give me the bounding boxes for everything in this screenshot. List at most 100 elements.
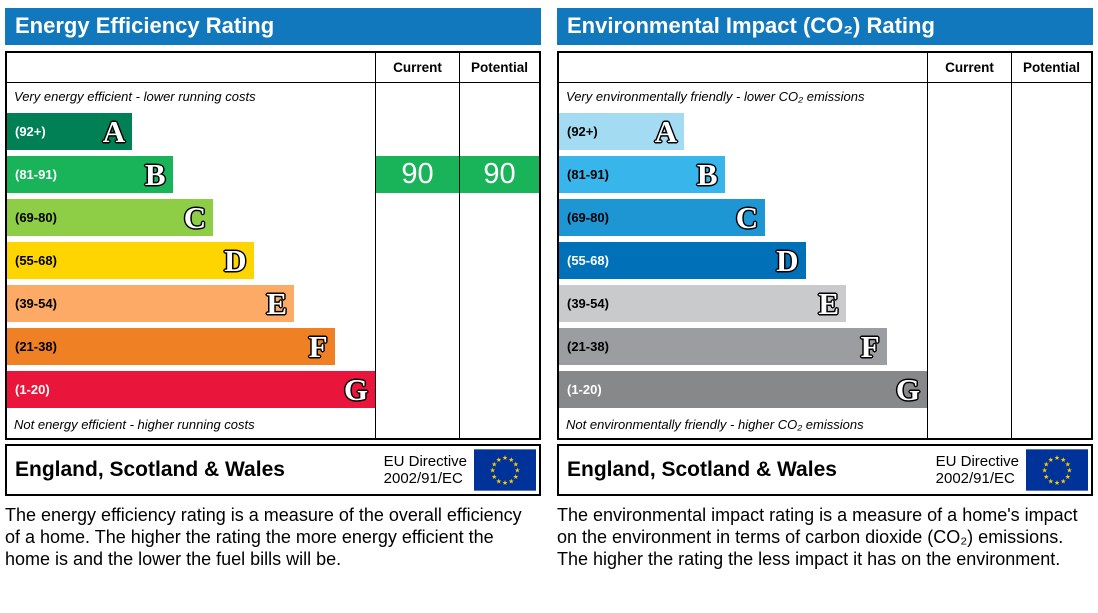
- svg-text:★: ★: [496, 477, 502, 485]
- band-letter: C: [735, 200, 759, 235]
- environmental-impact-panel: Environmental Impact (CO₂) Rating Very e…: [557, 8, 1093, 571]
- band-range-label: (92+): [567, 124, 598, 139]
- band-letter: C: [183, 200, 207, 235]
- svg-text:★: ★: [508, 477, 514, 485]
- band-bar-b: (81-91) B: [7, 156, 173, 193]
- current-column-header: Current: [376, 53, 459, 83]
- band-letter: D: [776, 243, 799, 278]
- bottom-caption: Not energy efficient - higher running co…: [14, 417, 255, 432]
- eu-flag-icon: ★ ★ ★★ ★★ ★★ ★★ ★★: [474, 449, 536, 491]
- band-bar-f: (21-38) F: [559, 328, 887, 365]
- band-bar-a: (92+) A: [7, 113, 133, 150]
- band-bar-g: (1-20) G: [559, 371, 927, 408]
- band-bar-e: (39-54) E: [559, 285, 847, 322]
- svg-text:★: ★: [502, 479, 508, 487]
- svg-text:★: ★: [514, 467, 520, 475]
- potential-column: Potential: [1011, 53, 1091, 438]
- bottom-caption: Not environmentally friendly - higher CO…: [566, 417, 864, 432]
- band-letter: F: [308, 329, 328, 364]
- band-row-a: (92+) A: [559, 110, 927, 153]
- environmental-impact-chart: Very environmentally friendly - lower CO…: [557, 51, 1093, 440]
- potential-column-header: Potential: [1012, 53, 1091, 83]
- band-bar-d: (55-68) D: [559, 242, 806, 279]
- band-bar-d: (55-68) D: [7, 242, 254, 279]
- band-row-g: (1-20) G: [7, 368, 375, 411]
- band-row-g: (1-20) G: [559, 368, 927, 411]
- band-bar-c: (69-80) C: [7, 199, 214, 236]
- current-rating-value: 90: [376, 156, 459, 193]
- eu-directive-label: EU Directive 2002/91/EC: [935, 452, 1019, 487]
- band-range-label: (1-20): [15, 382, 50, 397]
- band-row-d: (55-68) D: [559, 239, 927, 282]
- current-column: Current 90: [375, 53, 459, 438]
- svg-text:★: ★: [513, 460, 519, 468]
- epc-certificate: Energy Efficiency Rating Very energy eff…: [5, 8, 1093, 571]
- svg-text:★: ★: [1048, 456, 1054, 464]
- svg-text:★: ★: [1066, 467, 1072, 475]
- band-range-label: (55-68): [567, 253, 609, 268]
- band-bar-e: (39-54) E: [7, 285, 295, 322]
- spacer: [376, 83, 459, 153]
- environmental-impact-title: Environmental Impact (CO₂) Rating: [557, 8, 1093, 45]
- band-row-c: (69-80) C: [559, 196, 927, 239]
- environmental-impact-description: The environmental impact rating is a mea…: [557, 505, 1078, 569]
- band-range-label: (55-68): [15, 253, 57, 268]
- band-letter: A: [654, 114, 678, 149]
- band-area: Very environmentally friendly - lower CO…: [559, 53, 927, 438]
- band-letter: G: [895, 372, 920, 407]
- band-row-d: (55-68) D: [7, 239, 375, 282]
- band-area-header-spacer: [559, 53, 927, 83]
- svg-text:★: ★: [1048, 477, 1054, 485]
- svg-text:★: ★: [490, 467, 496, 475]
- band-range-label: (92+): [15, 124, 46, 139]
- band-letter: E: [818, 286, 840, 321]
- band-row-b: (81-91) B: [559, 153, 927, 196]
- svg-text:★: ★: [491, 473, 497, 481]
- band-area: Very energy efficient - lower running co…: [7, 53, 375, 438]
- band-row-b: (81-91) B: [7, 153, 375, 196]
- svg-text:★: ★: [508, 456, 514, 464]
- band-range-label: (21-38): [15, 339, 57, 354]
- svg-text:★: ★: [502, 454, 508, 462]
- top-caption: Very environmentally friendly - lower CO…: [566, 89, 865, 104]
- band-letter: B: [696, 157, 718, 192]
- band-letter: E: [266, 286, 288, 321]
- current-column-header: Current: [928, 53, 1011, 83]
- band-row-a: (92+) A: [7, 110, 375, 153]
- potential-column: Potential 90: [459, 53, 539, 438]
- energy-efficiency-chart: Very energy efficient - lower running co…: [5, 51, 541, 440]
- svg-text:★: ★: [1042, 467, 1048, 475]
- eu-directive-label: EU Directive 2002/91/EC: [383, 452, 467, 487]
- top-caption: Very energy efficient - lower running co…: [14, 89, 256, 104]
- band-row-e: (39-54) E: [559, 282, 927, 325]
- spacer: [460, 83, 539, 153]
- svg-text:★: ★: [491, 460, 497, 468]
- svg-text:★: ★: [1054, 454, 1060, 462]
- svg-text:★: ★: [1065, 460, 1071, 468]
- footer-right: England, Scotland & Wales EU Directive 2…: [557, 444, 1093, 496]
- band-letter: A: [102, 114, 126, 149]
- band-bar-g: (1-20) G: [7, 371, 375, 408]
- energy-efficiency-panel: Energy Efficiency Rating Very energy eff…: [5, 8, 541, 571]
- current-column: Current: [927, 53, 1011, 438]
- band-range-label: (1-20): [567, 382, 602, 397]
- eu-flag-icon: ★ ★ ★★ ★★ ★★ ★★ ★★: [1026, 449, 1088, 491]
- band-range-label: (81-91): [15, 167, 57, 182]
- svg-text:★: ★: [1043, 473, 1049, 481]
- footer-left: England, Scotland & Wales EU Directive 2…: [5, 444, 541, 496]
- svg-text:★: ★: [1060, 477, 1066, 485]
- band-row-f: (21-38) F: [559, 325, 927, 368]
- potential-rating-value: 90: [460, 156, 539, 193]
- band-row-c: (69-80) C: [7, 196, 375, 239]
- band-bar-a: (92+) A: [559, 113, 685, 150]
- band-range-label: (69-80): [567, 210, 609, 225]
- band-row-f: (21-38) F: [7, 325, 375, 368]
- band-letter: G: [343, 372, 368, 407]
- band-letter: D: [224, 243, 247, 278]
- band-bar-f: (21-38) F: [7, 328, 335, 365]
- band-range-label: (39-54): [567, 296, 609, 311]
- region-label: England, Scotland & Wales: [567, 458, 837, 481]
- band-bar-c: (69-80) C: [559, 199, 766, 236]
- band-range-label: (39-54): [15, 296, 57, 311]
- svg-text:★: ★: [1043, 460, 1049, 468]
